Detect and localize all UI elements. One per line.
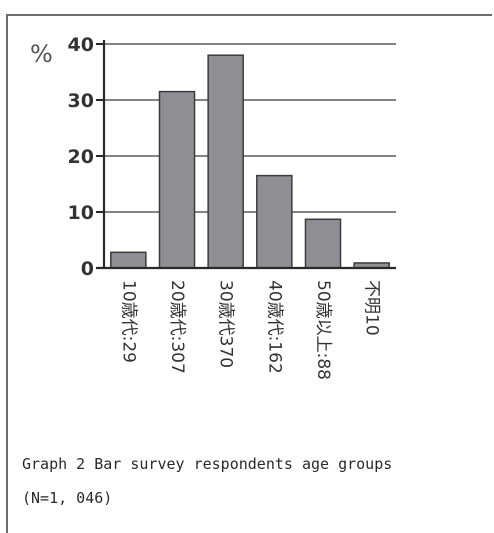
chart-subtitle: (N=1, 046) [22, 489, 113, 507]
y-tick-label: 10 [68, 202, 94, 224]
bar [304, 218, 342, 269]
x-category-label: 50歳以上:88 [313, 280, 333, 380]
y-tick-label: 30 [68, 90, 94, 112]
bar-chart: % 0 10 20 30 40 10歳代:29 20歳代:307 30歳代370 40歳代:1… [30, 34, 396, 380]
x-category-label: 10歳代:29 [118, 280, 138, 363]
chart-title: Graph 2 Bar survey respondents age group… [22, 455, 393, 473]
x-category-label: 不明10 [362, 280, 382, 336]
y-axis-unit-label: % [30, 40, 53, 68]
y-tick-label: 0 [81, 258, 94, 280]
x-category-label: 40歳代:162 [264, 280, 284, 374]
y-tick-label: 20 [68, 146, 94, 168]
figure-frame [6, 14, 492, 533]
bar [256, 174, 293, 269]
x-category-label: 20歳代:307 [167, 280, 187, 374]
bar [207, 54, 244, 269]
bar [110, 251, 147, 269]
x-category-label: 30歳代370 [216, 280, 236, 368]
y-tick-label: 40 [68, 34, 94, 56]
bar [158, 90, 196, 269]
figure-caption: Graph 2 Bar survey respondents age group… [22, 447, 492, 515]
